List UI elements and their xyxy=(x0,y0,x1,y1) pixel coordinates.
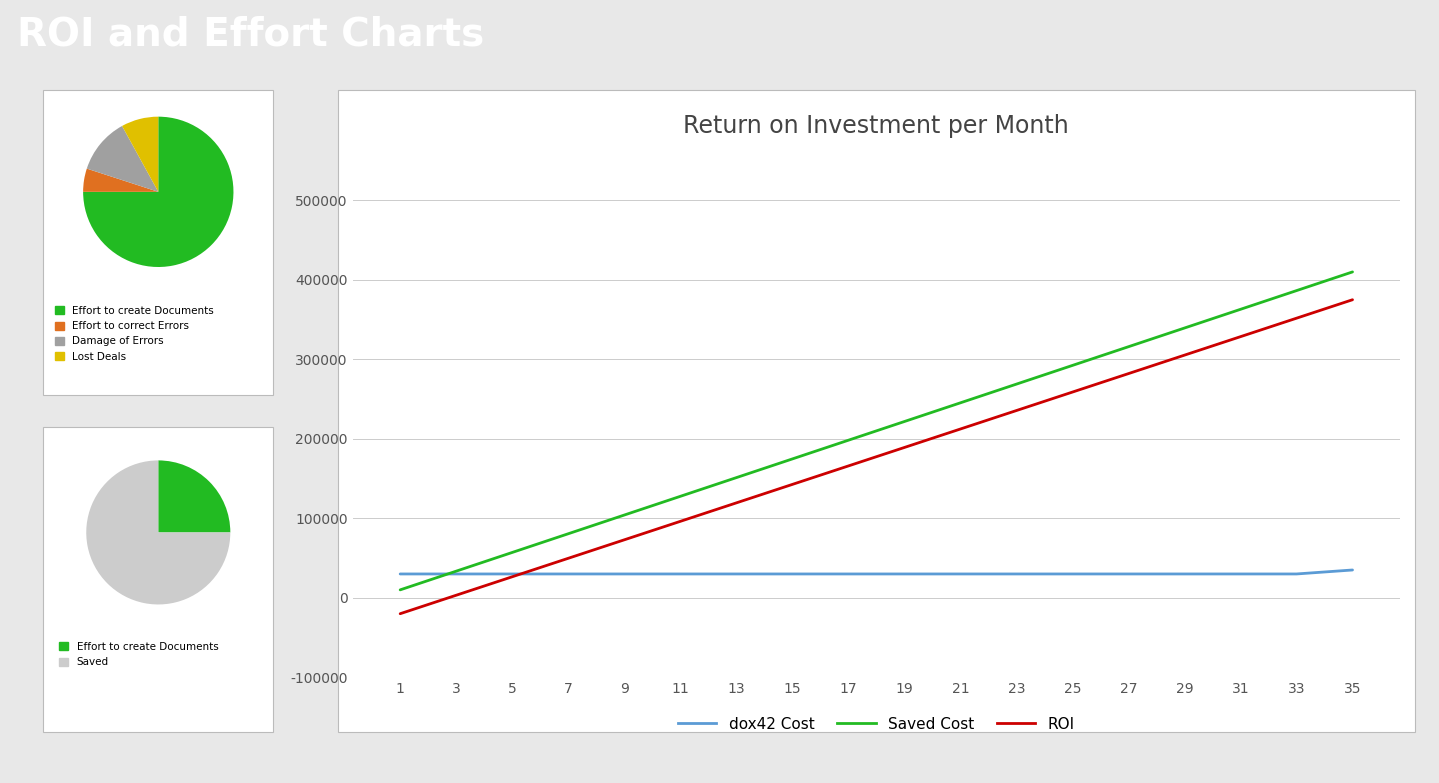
ROI xyxy=(1344,295,1361,305)
ROI xyxy=(895,443,912,453)
Saved Cost xyxy=(840,435,858,445)
Title: Return on Investment per Month: Return on Investment per Month xyxy=(684,114,1069,139)
Saved Cost xyxy=(672,492,689,501)
Wedge shape xyxy=(86,126,158,192)
ROI xyxy=(560,554,577,563)
Saved Cost xyxy=(1288,286,1305,295)
Wedge shape xyxy=(83,117,233,267)
ROI xyxy=(616,535,633,544)
Saved Cost xyxy=(1176,323,1193,333)
ROI xyxy=(672,517,689,526)
dox42 Cost xyxy=(1120,569,1137,579)
ROI xyxy=(391,609,409,619)
Saved Cost xyxy=(391,585,409,594)
Saved Cost xyxy=(616,511,633,520)
dox42 Cost xyxy=(560,569,577,579)
ROI xyxy=(1288,313,1305,323)
Text: ROI and Effort Charts: ROI and Effort Charts xyxy=(17,16,485,53)
Saved Cost xyxy=(448,566,465,576)
ROI xyxy=(1063,388,1081,397)
Wedge shape xyxy=(158,460,230,532)
dox42 Cost xyxy=(391,569,409,579)
dox42 Cost xyxy=(1344,565,1361,575)
ROI xyxy=(1176,351,1193,360)
dox42 Cost xyxy=(951,569,968,579)
Saved Cost xyxy=(1232,305,1249,314)
Saved Cost xyxy=(951,398,968,407)
Legend: Effort to create Documents, Saved: Effort to create Documents, Saved xyxy=(59,642,219,667)
dox42 Cost xyxy=(784,569,802,579)
ROI xyxy=(784,480,802,489)
ROI xyxy=(951,424,968,434)
dox42 Cost xyxy=(1063,569,1081,579)
Line: ROI: ROI xyxy=(400,300,1353,614)
Saved Cost xyxy=(1120,342,1137,352)
Wedge shape xyxy=(86,460,230,604)
ROI xyxy=(504,572,521,582)
Saved Cost xyxy=(1063,361,1081,370)
Saved Cost xyxy=(895,417,912,426)
ROI xyxy=(1120,369,1137,378)
dox42 Cost xyxy=(895,569,912,579)
Line: dox42 Cost: dox42 Cost xyxy=(400,570,1353,574)
Saved Cost xyxy=(1007,380,1025,389)
ROI xyxy=(840,461,858,471)
Wedge shape xyxy=(122,117,158,192)
dox42 Cost xyxy=(728,569,745,579)
dox42 Cost xyxy=(1288,569,1305,579)
ROI xyxy=(1007,406,1025,415)
Saved Cost xyxy=(504,548,521,557)
Line: Saved Cost: Saved Cost xyxy=(400,272,1353,590)
ROI xyxy=(448,590,465,600)
Saved Cost xyxy=(1344,267,1361,276)
dox42 Cost xyxy=(840,569,858,579)
Saved Cost xyxy=(560,529,577,539)
ROI xyxy=(1232,332,1249,341)
Legend: dox42 Cost, Saved Cost, ROI: dox42 Cost, Saved Cost, ROI xyxy=(672,711,1081,738)
ROI xyxy=(728,498,745,507)
Wedge shape xyxy=(83,168,158,192)
dox42 Cost xyxy=(1007,569,1025,579)
Legend: Effort to create Documents, Effort to correct Errors, Damage of Errors, Lost Dea: Effort to create Documents, Effort to co… xyxy=(55,306,214,362)
dox42 Cost xyxy=(1232,569,1249,579)
dox42 Cost xyxy=(504,569,521,579)
Saved Cost xyxy=(728,473,745,482)
dox42 Cost xyxy=(1176,569,1193,579)
dox42 Cost xyxy=(672,569,689,579)
dox42 Cost xyxy=(448,569,465,579)
dox42 Cost xyxy=(616,569,633,579)
Saved Cost xyxy=(784,454,802,464)
